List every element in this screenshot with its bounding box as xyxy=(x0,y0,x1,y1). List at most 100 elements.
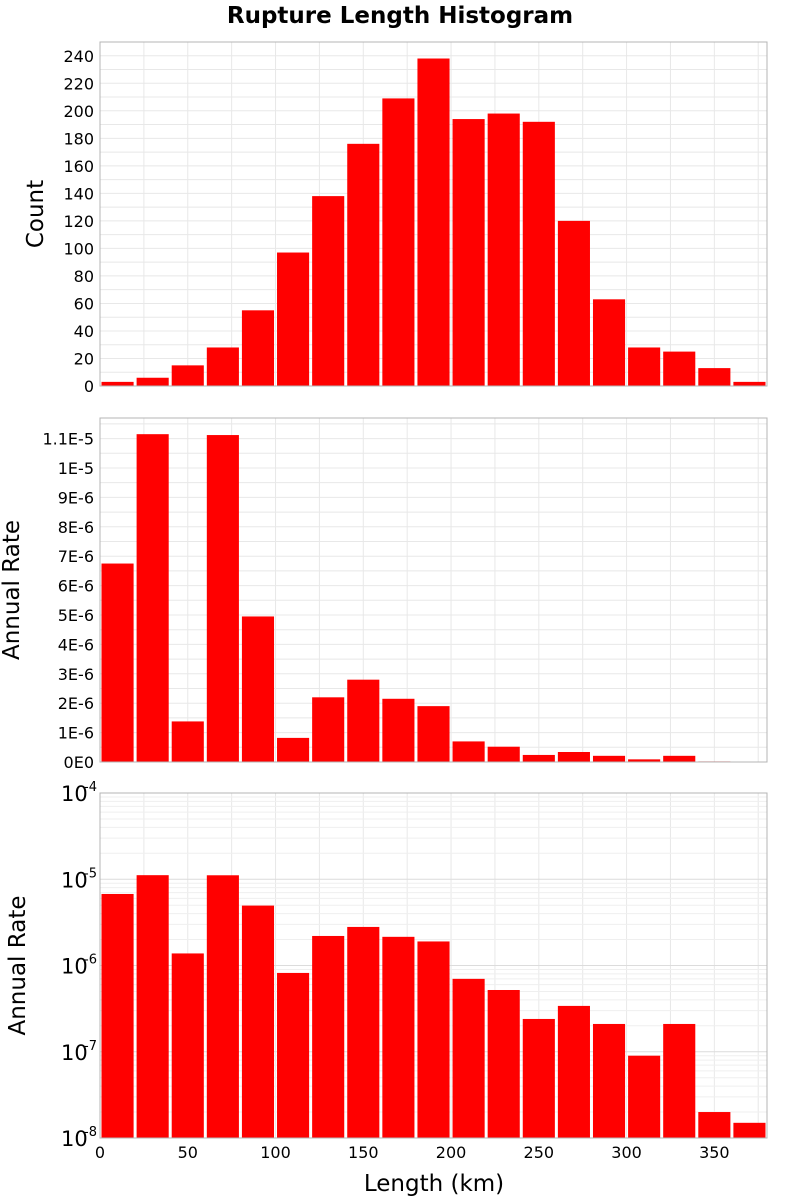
x-tick-label: 200 xyxy=(436,1143,467,1162)
y-tick-label: 10 xyxy=(61,868,88,892)
chart-title: Rupture Length Histogram xyxy=(227,3,573,29)
x-tick-label: 100 xyxy=(260,1143,291,1162)
chart-panels: 020406080100120140160180200220240Count0E… xyxy=(0,41,768,1162)
bar-1-2 xyxy=(136,377,169,386)
bar-3-8 xyxy=(347,926,380,1138)
x-axis-label: Length (km) xyxy=(364,1171,504,1197)
y-tick-label: 10 xyxy=(61,1127,88,1151)
bar-1-8 xyxy=(347,143,380,386)
bar-3-3 xyxy=(171,953,204,1138)
bar-1-3 xyxy=(171,365,204,386)
y-tick-label: 8E-6 xyxy=(58,518,94,537)
bar-3-15 xyxy=(592,1023,626,1138)
x-tick-label: 50 xyxy=(178,1143,198,1162)
y-tick-label: 10 xyxy=(61,1041,88,1065)
y-tick-label: 80 xyxy=(74,267,94,286)
bar-1-4 xyxy=(206,347,239,386)
bar-3-6 xyxy=(277,972,310,1138)
y-tick-label: 10 xyxy=(61,782,88,806)
bar-1-1 xyxy=(101,381,134,386)
bar-2-2 xyxy=(136,434,169,762)
y-tick-label: 1E-5 xyxy=(58,459,94,478)
bar-1-18 xyxy=(698,368,731,386)
bar-1-16 xyxy=(628,347,661,386)
y-tick-label: 40 xyxy=(74,322,94,341)
y-tick-label: 120 xyxy=(63,212,94,231)
y-tick-exponent: -8 xyxy=(84,1125,97,1140)
bar-1-5 xyxy=(241,310,275,386)
bar-1-19 xyxy=(733,381,766,386)
bar-1-7 xyxy=(312,196,345,386)
bar-2-3 xyxy=(171,721,204,762)
bar-2-16 xyxy=(628,759,661,762)
bar-1-14 xyxy=(557,220,590,386)
bar-2-1 xyxy=(101,563,134,762)
y-tick-label: 160 xyxy=(63,157,94,176)
y-tick-label: 20 xyxy=(74,349,94,368)
bar-3-16 xyxy=(628,1055,661,1138)
y-tick-label: 60 xyxy=(74,294,94,313)
bar-3-1 xyxy=(101,893,134,1138)
bar-2-6 xyxy=(277,737,310,762)
y-tick-label: 3E-6 xyxy=(58,665,94,684)
bar-1-15 xyxy=(592,299,626,386)
y-tick-label: 240 xyxy=(63,47,94,66)
y-tick-label: 200 xyxy=(63,102,94,121)
x-tick-label: 300 xyxy=(611,1143,642,1162)
bar-3-13 xyxy=(522,1018,555,1138)
y-tick-label: 180 xyxy=(63,129,94,148)
bar-3-9 xyxy=(382,936,415,1138)
bar-2-9 xyxy=(382,698,415,762)
y-tick-label: 0E0 xyxy=(64,753,94,772)
bar-1-9 xyxy=(382,98,415,386)
bar-1-12 xyxy=(487,113,520,386)
bar-2-7 xyxy=(312,697,345,762)
y-tick-label: 220 xyxy=(63,74,94,93)
y-axis-label: Annual Rate xyxy=(5,896,31,1036)
bar-2-17 xyxy=(663,755,696,762)
x-tick-label: 250 xyxy=(524,1143,555,1162)
y-tick-label: 140 xyxy=(63,184,94,203)
bar-2-10 xyxy=(417,706,450,762)
bar-3-7 xyxy=(312,935,345,1138)
y-tick-exponent: -4 xyxy=(84,780,97,795)
bar-3-2 xyxy=(136,875,169,1138)
y-tick-label: 5E-6 xyxy=(58,606,94,625)
y-tick-exponent: -7 xyxy=(84,1039,97,1054)
plot-frame xyxy=(99,417,768,763)
y-tick-label: 7E-6 xyxy=(58,547,94,566)
plot-frame xyxy=(99,41,768,387)
bar-1-13 xyxy=(522,121,555,387)
bar-3-5 xyxy=(241,905,275,1138)
bar-3-12 xyxy=(487,989,520,1138)
bar-2-15 xyxy=(592,755,626,762)
bar-2-11 xyxy=(452,741,485,762)
bar-1-11 xyxy=(452,119,485,386)
y-axis-label: Count xyxy=(23,180,49,248)
bar-3-18 xyxy=(698,1112,731,1138)
bar-1-17 xyxy=(663,351,696,386)
y-tick-label: 9E-6 xyxy=(58,488,94,507)
y-tick-label: 100 xyxy=(63,239,94,258)
bar-3-14 xyxy=(557,1005,590,1138)
bar-2-13 xyxy=(522,754,555,762)
bar-1-6 xyxy=(277,252,310,386)
bar-1-10 xyxy=(417,58,450,387)
plot-frame xyxy=(99,792,768,1139)
bar-2-5 xyxy=(241,616,275,762)
y-tick-label: 1.1E-5 xyxy=(42,430,94,449)
bar-3-19 xyxy=(733,1122,766,1138)
bar-3-4 xyxy=(206,875,239,1138)
x-tick-label: 350 xyxy=(699,1143,730,1162)
y-tick-exponent: -5 xyxy=(84,866,97,881)
bar-2-8 xyxy=(347,679,380,762)
bar-2-4 xyxy=(206,435,239,762)
panel-2: 0E0 1E-6 2E-6 3E-6 4E-6 5E-6 6E-6 7E-6 8E-6 9E-6 1… xyxy=(0,417,768,772)
y-tick-label: 2E-6 xyxy=(58,694,94,713)
y-tick-label: 1E-6 xyxy=(58,724,94,743)
bar-3-17 xyxy=(663,1023,696,1138)
y-tick-label: 10 xyxy=(61,955,88,979)
bar-3-11 xyxy=(452,978,485,1138)
